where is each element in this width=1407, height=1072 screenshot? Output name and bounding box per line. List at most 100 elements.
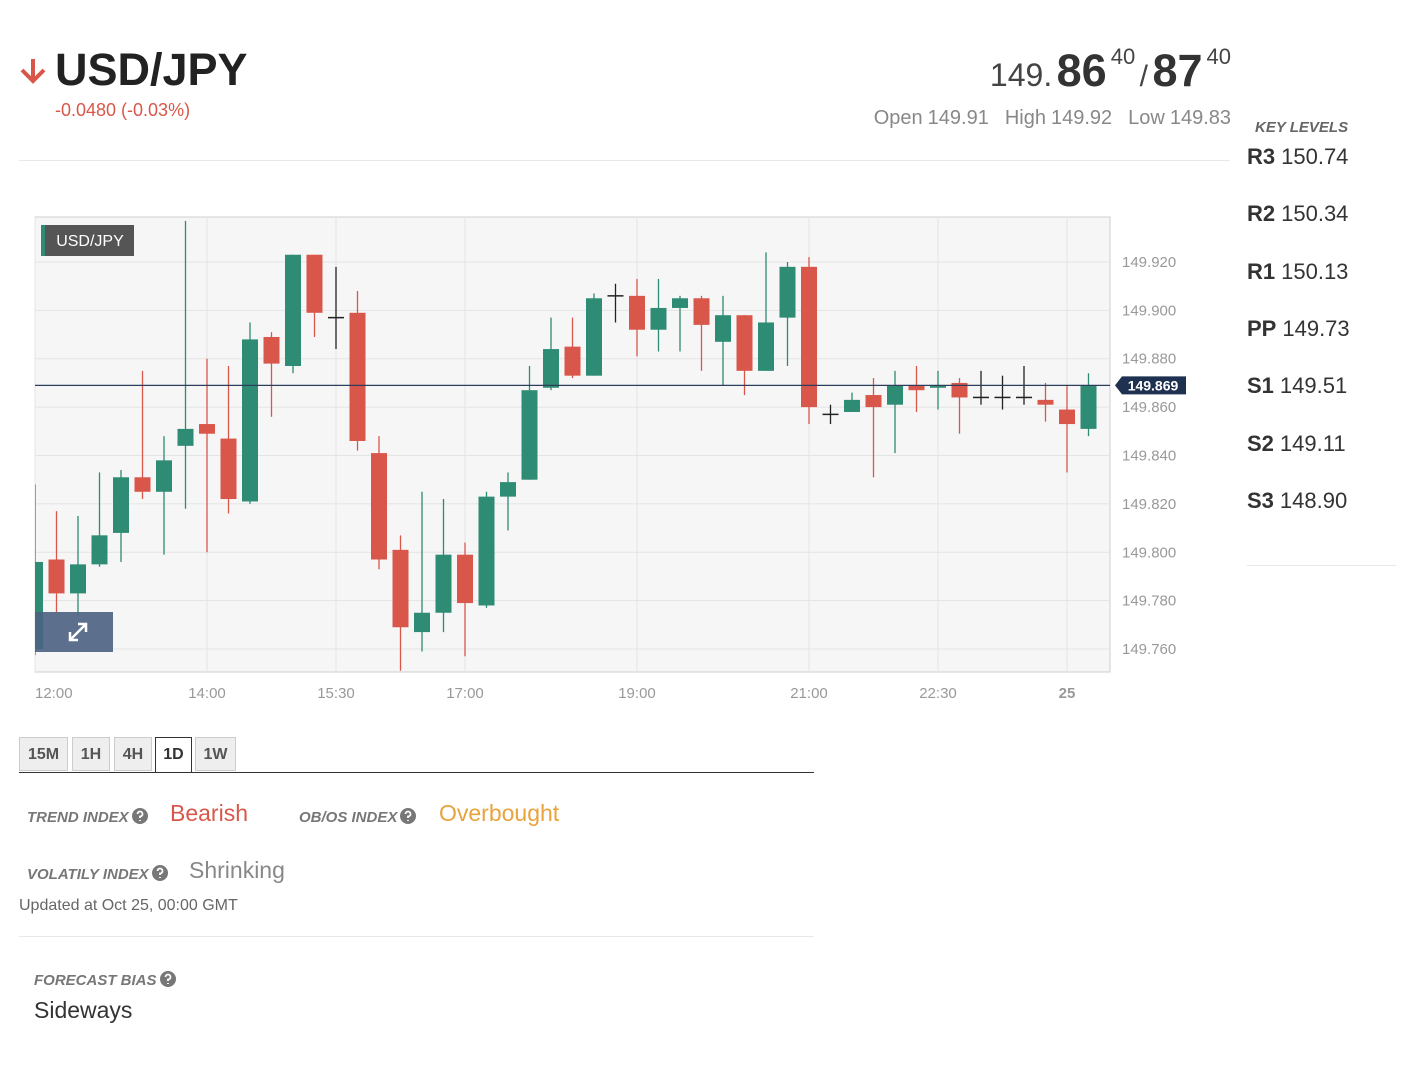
forecast-label: FORECAST BIAS: [34, 971, 176, 989]
key-level-value: 149.11: [1279, 430, 1346, 456]
help-icon[interactable]: [151, 865, 168, 881]
candle-body: [736, 315, 753, 371]
candle-body: [1080, 385, 1097, 429]
candle-body: [457, 554, 473, 604]
help-icon[interactable]: [400, 808, 417, 824]
stat: Low 149.83: [1128, 107, 1231, 129]
volatility-label: VOLATILY INDEX: [27, 865, 168, 883]
price: 149. 86 40 / 87 40: [990, 44, 1231, 97]
key-level-value: 148.90: [1279, 487, 1348, 513]
y-tick-label: 149.780: [1122, 593, 1176, 610]
ask-pip: 40: [1206, 44, 1231, 69]
key-level: R2 150.34: [1247, 201, 1348, 227]
forecast-label-text: FORECAST BIAS: [34, 972, 157, 989]
key-level: PP 149.73: [1247, 316, 1350, 342]
separator: /: [1139, 60, 1148, 93]
plot-area: [34, 216, 1111, 673]
current-price-tag: [1115, 376, 1186, 395]
current-price-label: 149.869: [1128, 377, 1179, 393]
candle-body: [414, 612, 430, 633]
candle-body: [500, 482, 516, 497]
stat-label: Low: [1128, 107, 1165, 129]
key-level-value: 150.74: [1281, 144, 1349, 169]
obos-value: Overbought: [439, 800, 560, 826]
candle-body: [672, 298, 688, 308]
candle-body: [1059, 409, 1075, 425]
stats: Open 149.91 High 149.92 Low 149.83: [874, 107, 1231, 130]
candle-body: [435, 554, 452, 613]
chart: 149.869 USD/JPY 149.760 149.780 149.800 149…: [34, 216, 1186, 702]
key-level: S3 148.90: [1247, 488, 1347, 514]
candle-body: [586, 298, 602, 376]
candle-body: [930, 385, 946, 388]
key-level-value: 149.73: [1282, 315, 1350, 341]
candle-body: [285, 254, 301, 367]
stat-label: High: [1004, 107, 1046, 129]
y-tick-label: 149.860: [1122, 399, 1176, 416]
candle-body: [177, 428, 194, 446]
y-tick-label: 149.880: [1122, 351, 1176, 368]
candle-body: [629, 295, 645, 330]
x-tick-label: 19:00: [618, 685, 656, 702]
y-tick-label: 149.900: [1122, 302, 1176, 319]
candle-body: [113, 477, 129, 533]
key-level-name: S3: [1247, 487, 1274, 513]
stat: High 149.92: [1005, 107, 1112, 129]
candle-body: [693, 298, 710, 325]
candle-body: [263, 336, 280, 364]
y-tick-label: 149.800: [1122, 544, 1176, 561]
candle-body: [758, 322, 774, 371]
candle-body: [70, 564, 86, 594]
down-arrow-icon: [20, 59, 46, 84]
timeframe-button[interactable]: 1D: [155, 737, 192, 773]
candle-body: [951, 382, 968, 398]
price-prefix: 149.: [989, 57, 1053, 93]
x-tick-label: 14:00: [188, 685, 226, 702]
symbol: USD/JPY: [55, 44, 248, 95]
change: -0.0480 (-0.03%): [55, 100, 191, 120]
key-level: S2 149.11: [1247, 431, 1346, 457]
help-icon[interactable]: [131, 808, 148, 824]
timeframe-button[interactable]: 15M: [19, 737, 68, 771]
candle-body: [650, 307, 667, 330]
candle-body: [887, 385, 903, 405]
key-level-name: R1: [1247, 258, 1276, 284]
candle-body: [801, 266, 817, 408]
candle-body: [156, 460, 172, 492]
key-level-name: R3: [1247, 144, 1276, 169]
key-level: S1 149.51: [1247, 373, 1347, 399]
forecast-value: Sideways: [34, 997, 133, 1023]
candle-body: [543, 349, 559, 388]
key-level-value: 149.51: [1279, 373, 1348, 399]
obos-label-text: OB/OS INDEX: [299, 809, 398, 826]
candle-body: [242, 339, 258, 502]
key-level: R1 150.13: [1247, 259, 1348, 285]
help-icon[interactable]: [159, 971, 176, 987]
symbol-tag-label: USD/JPY: [56, 233, 124, 250]
timeframe-button[interactable]: 1H: [72, 737, 110, 771]
candle-body: [392, 549, 409, 628]
volatility-value: Shrinking: [189, 857, 285, 883]
key-levels-title: KEY LEVELS: [1255, 119, 1349, 136]
timeframe-button[interactable]: 1W: [195, 737, 236, 771]
key-level-name: S2: [1247, 430, 1274, 456]
x-tick-label: 21:00: [790, 685, 828, 702]
candle-body: [779, 266, 796, 318]
stat-value: 149.92: [1050, 107, 1113, 129]
x-tick-label: 12:00: [35, 685, 73, 702]
key-level-value: 150.34: [1281, 201, 1349, 227]
x-tick-label: 25: [1059, 685, 1076, 702]
stat-value: 149.83: [1169, 107, 1231, 129]
y-tick-label: 149.820: [1122, 496, 1176, 513]
expand-button[interactable]: [35, 612, 113, 652]
symbol-tag-stripe: [41, 225, 45, 256]
candle-body: [349, 312, 366, 441]
candle-body: [844, 399, 860, 412]
candle-body: [865, 395, 882, 408]
divider: [1247, 565, 1396, 566]
x-tick-label: 15:30: [317, 685, 355, 702]
timeframe-button[interactable]: 4H: [114, 737, 152, 771]
candle-body: [48, 559, 65, 594]
updated: Updated at Oct 25, 00:00 GMT: [19, 897, 238, 914]
